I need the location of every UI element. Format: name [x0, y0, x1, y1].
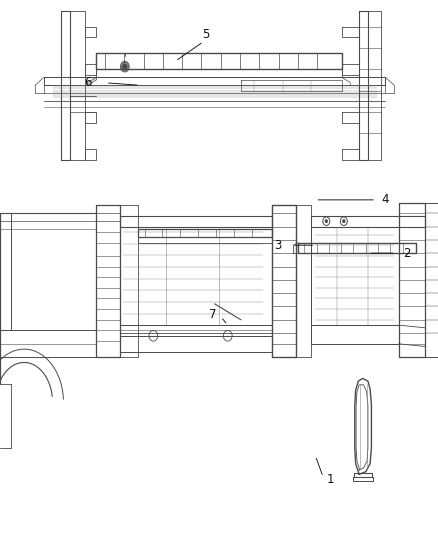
Text: 7: 7	[208, 308, 216, 321]
Circle shape	[343, 220, 345, 223]
Circle shape	[123, 64, 127, 69]
Text: 4: 4	[381, 193, 389, 206]
Circle shape	[325, 220, 328, 223]
Polygon shape	[88, 77, 96, 85]
Text: 5: 5	[202, 28, 209, 41]
Circle shape	[120, 61, 129, 72]
Text: 1: 1	[327, 473, 335, 486]
Text: 2: 2	[403, 247, 411, 260]
Text: 3: 3	[275, 239, 282, 252]
Text: 6: 6	[84, 76, 92, 89]
